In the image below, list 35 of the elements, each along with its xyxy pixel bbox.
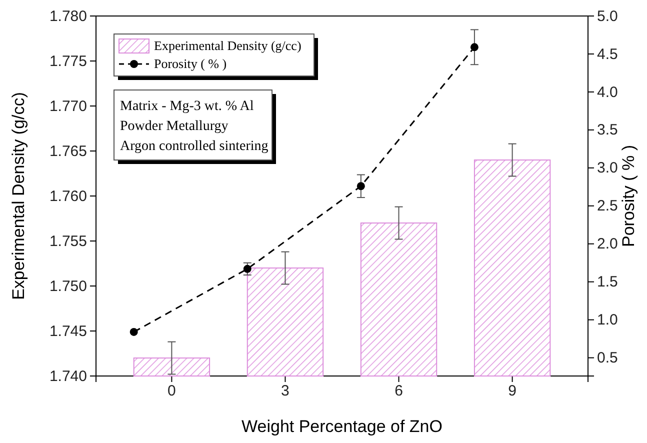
y2-tick-label: 3.5 <box>597 122 618 139</box>
y2-axis-title: Porosity ( % ) <box>619 144 638 248</box>
legend-label: Experimental Density (g/cc) <box>154 38 302 53</box>
y2-tick-label: 4.5 <box>597 46 618 63</box>
annotation: Argon controlled sintering <box>120 139 268 154</box>
y-tick-label: 1.770 <box>49 98 87 115</box>
y2-tick-label: 2.5 <box>597 198 618 215</box>
legend-label: Porosity ( % ) <box>154 56 227 71</box>
point <box>130 328 138 336</box>
y2-tick-label: 4.0 <box>597 84 618 101</box>
point <box>356 182 365 190</box>
x-tick-label: 6 <box>394 382 403 400</box>
y2-tick-label: 5.0 <box>597 8 618 25</box>
y2-tick-label: 2.0 <box>597 236 618 253</box>
y-tick-label: 1.760 <box>49 188 87 205</box>
y-tick-label: 1.750 <box>49 278 87 295</box>
annotation: Powder Metallurgy <box>120 119 228 134</box>
y2-tick-label: 3.0 <box>597 160 618 177</box>
point <box>470 43 478 52</box>
y-tick-label: 1.780 <box>49 8 87 25</box>
point <box>243 264 252 273</box>
y-tick-label: 1.755 <box>49 232 87 250</box>
x-axis-title: Weight Percentage of ZnO <box>242 417 442 436</box>
annotation: Matrix - Mg-3 wt. % Al <box>120 99 254 114</box>
x-tick-label: 3 <box>281 382 290 400</box>
y-tick-label: 1.745 <box>49 322 87 340</box>
y-axis-title: Experimental Density (g/cc) <box>9 92 28 300</box>
y2-tick-label: 0.5 <box>597 350 618 367</box>
y2-tick-label: 1.0 <box>597 312 618 329</box>
y-tick-label: 1.740 <box>49 368 87 385</box>
y2-tick-label: 1.5 <box>597 274 618 291</box>
x-tick-label: 0 <box>168 382 176 400</box>
y-tick-label: 1.765 <box>49 142 87 160</box>
x-tick-label: 9 <box>508 382 516 400</box>
y-tick-label: 1.775 <box>49 52 87 70</box>
